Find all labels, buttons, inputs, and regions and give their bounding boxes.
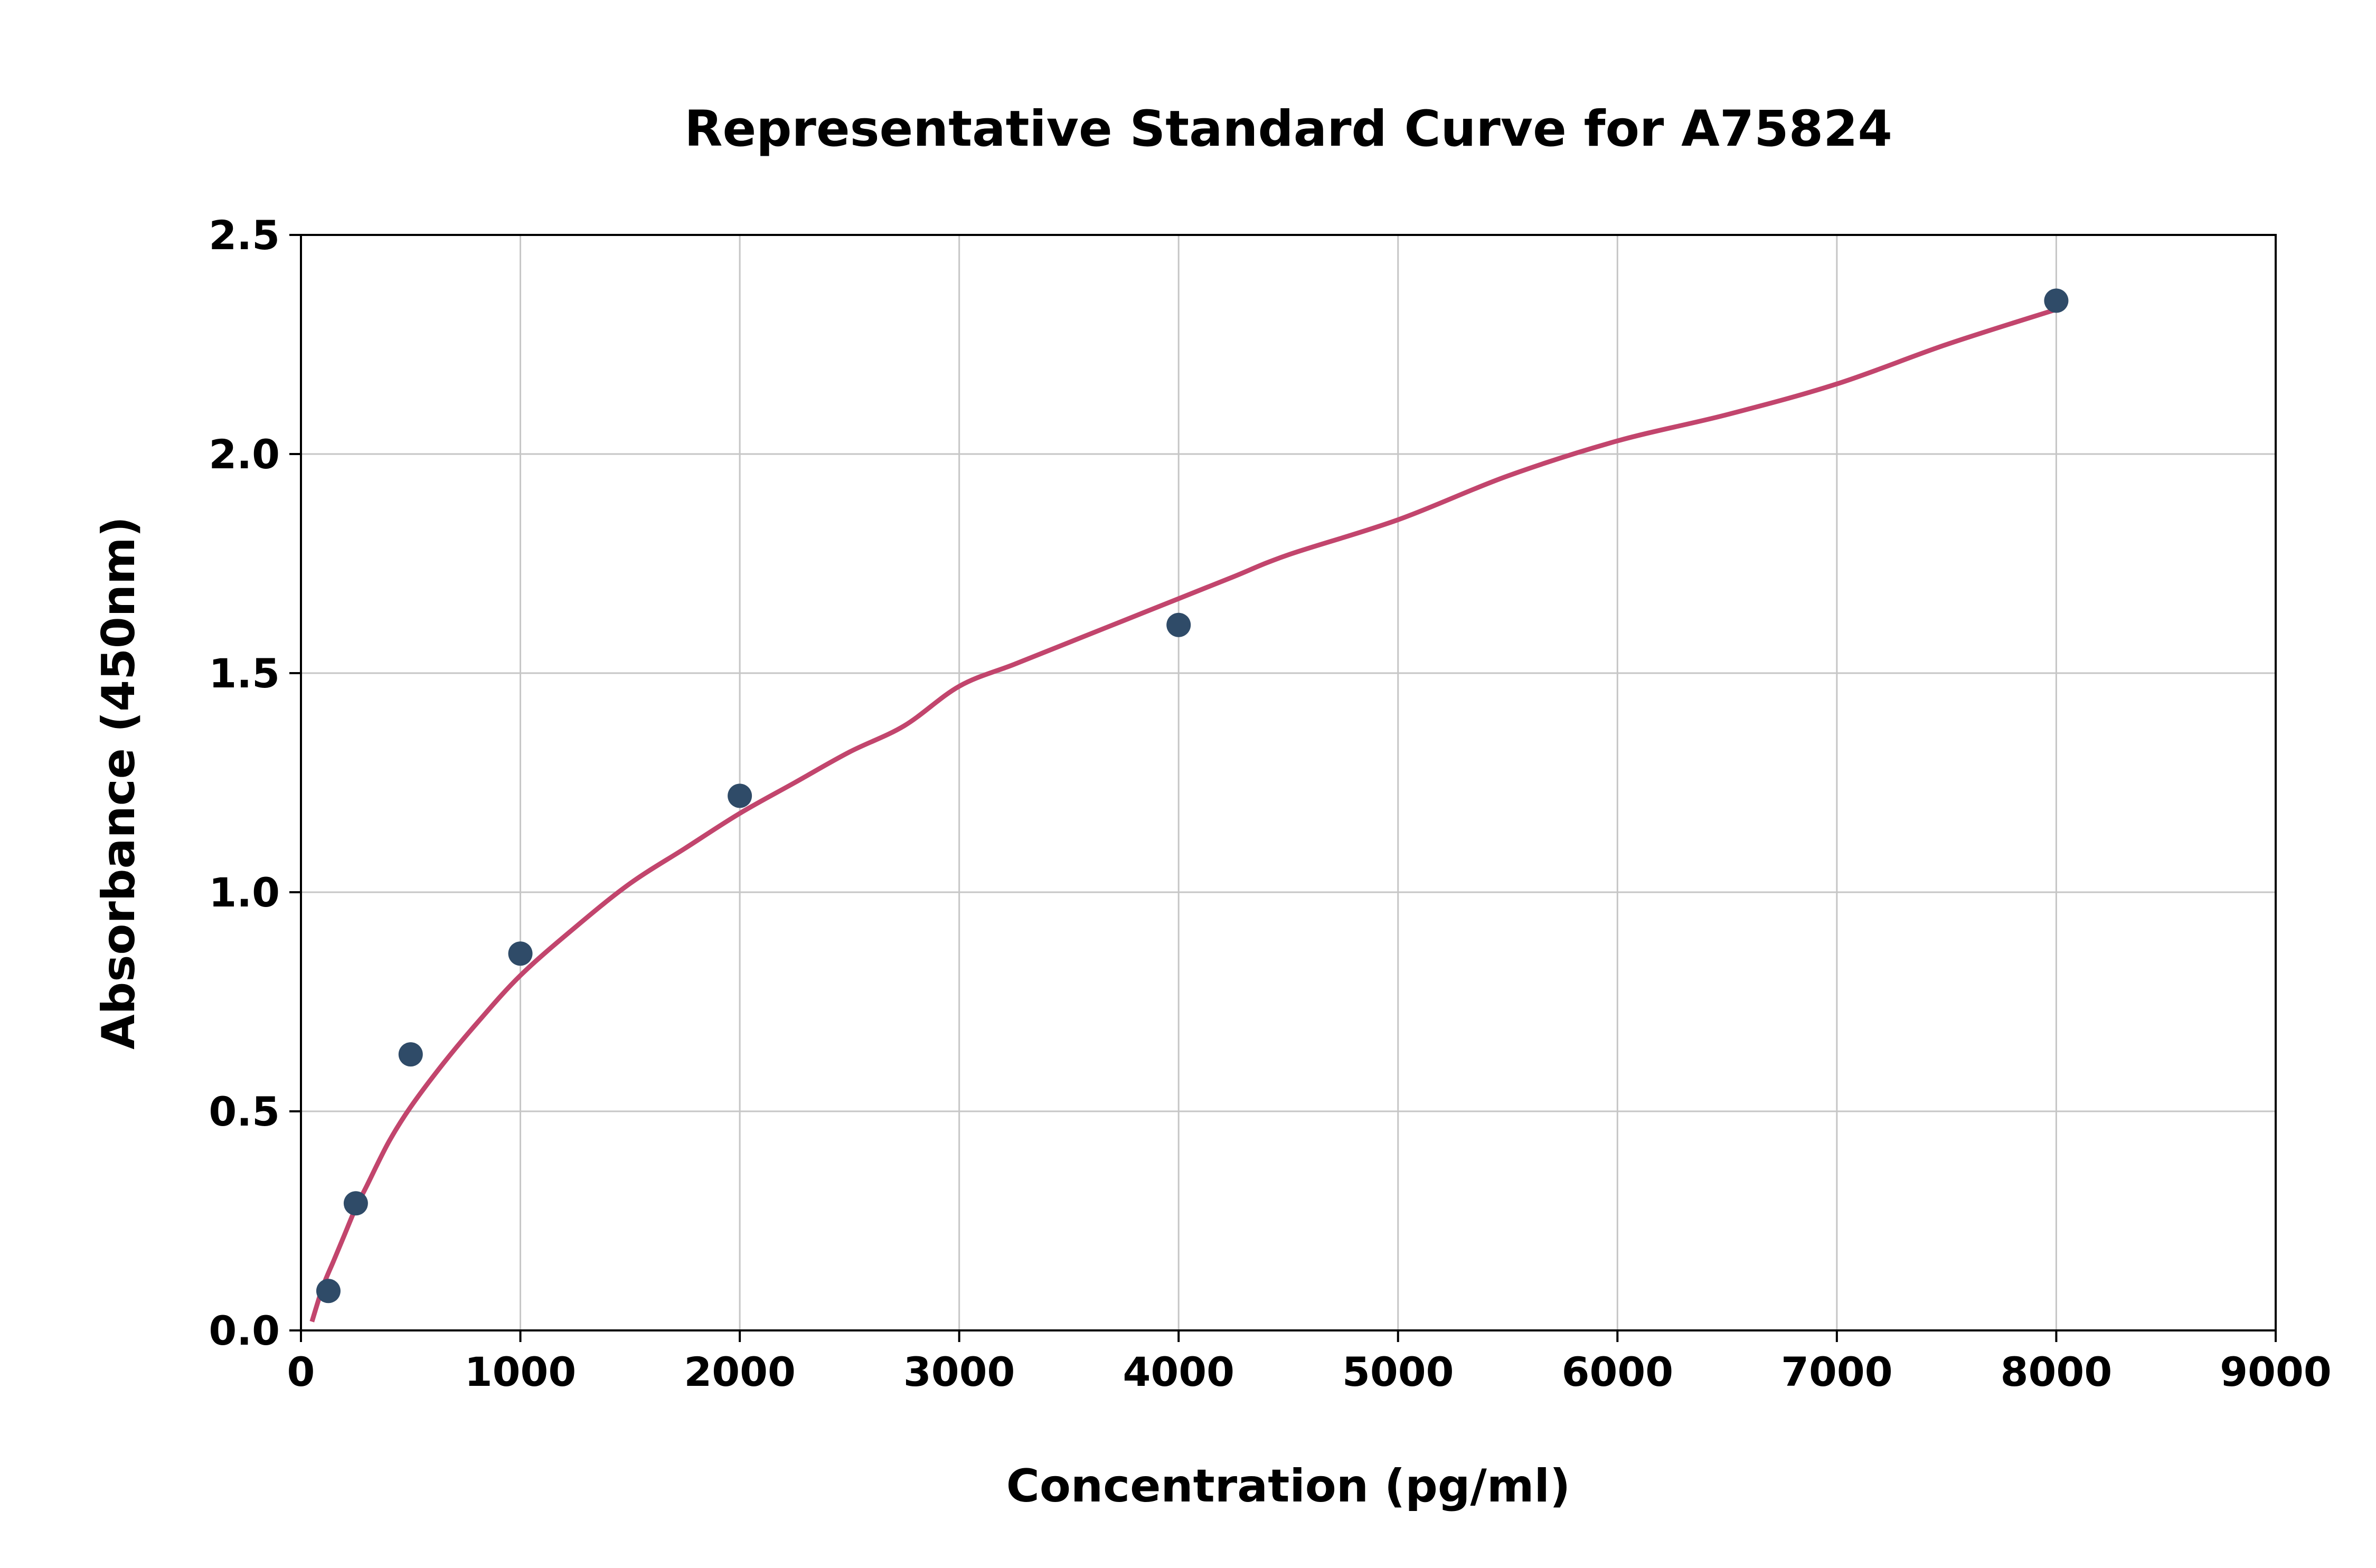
x-tick-label: 2000	[684, 1348, 796, 1395]
y-tick-label: 1.5	[209, 650, 280, 697]
data-point	[343, 1191, 368, 1216]
y-tick-label: 1.0	[209, 869, 280, 916]
x-tick-label: 5000	[1342, 1348, 1454, 1395]
x-tick-label: 4000	[1123, 1348, 1234, 1395]
data-point	[508, 941, 533, 966]
x-tick-label: 7000	[1781, 1348, 1893, 1395]
x-tick-label: 0	[287, 1348, 315, 1395]
data-point	[316, 1279, 341, 1303]
x-tick-label: 1000	[465, 1348, 577, 1395]
x-tick-label: 6000	[1562, 1348, 1674, 1395]
data-point	[728, 783, 752, 808]
plot-frame	[300, 234, 2277, 1331]
y-tick-label: 2.0	[209, 431, 280, 478]
x-tick-label: 8000	[2001, 1348, 2113, 1395]
x-tick-label: 3000	[903, 1348, 1015, 1395]
data-point	[1166, 612, 1191, 637]
data-point	[398, 1042, 423, 1067]
fit-curve	[309, 307, 2057, 1323]
y-tick-label: 0.5	[209, 1088, 280, 1135]
x-tick-label: 9000	[2220, 1348, 2332, 1395]
data-point	[2044, 288, 2069, 313]
y-tick-label: 0.0	[209, 1307, 280, 1354]
y-tick-label: 2.5	[209, 212, 280, 259]
x-axis-title: Concentration (pg/ml)	[1006, 1460, 1571, 1513]
chart-title: Representative Standard Curve for A75824	[684, 100, 1892, 158]
